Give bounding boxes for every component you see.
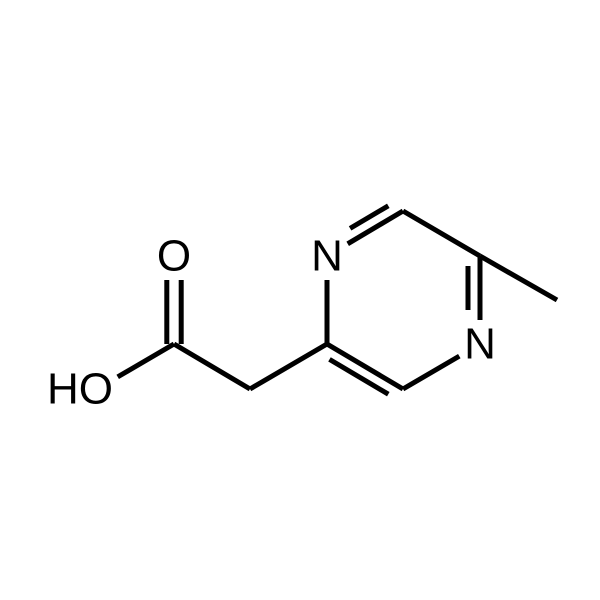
atom-label: O [157,232,191,281]
bond [403,356,459,389]
atom-label: HO [47,365,113,414]
bond [250,344,327,389]
bond [403,211,480,256]
bond [174,344,250,389]
atom-label: N [311,232,343,281]
molecule-canvas: N N O HO [0,0,600,600]
chemical-structure-diagram: N N O HO [0,0,600,600]
bond [480,256,557,300]
atom-label: N [464,320,496,369]
bond [118,344,174,377]
